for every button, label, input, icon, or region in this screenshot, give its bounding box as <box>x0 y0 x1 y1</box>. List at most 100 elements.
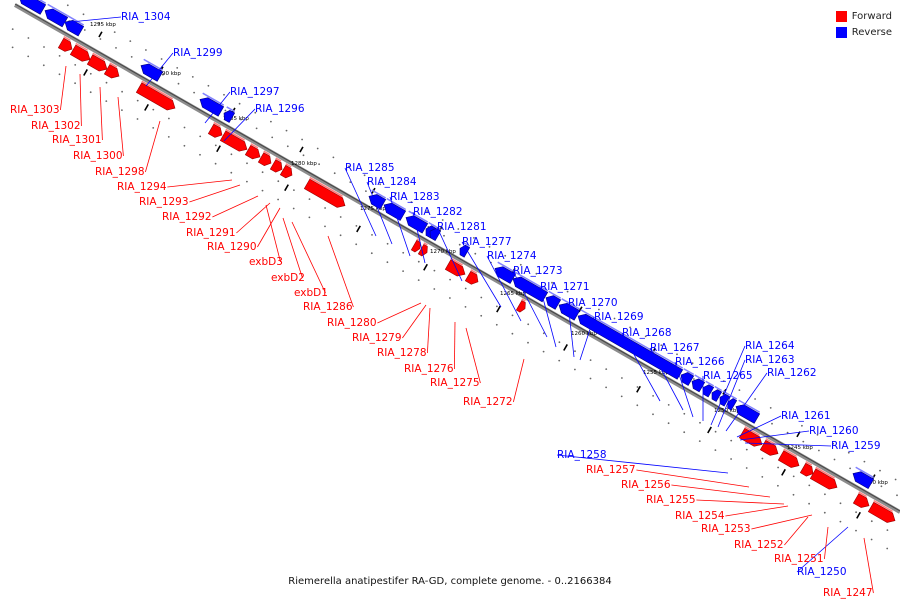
scale-dot <box>880 485 883 488</box>
scale-dot <box>761 476 764 478</box>
scale-dot <box>223 93 225 96</box>
scale-dot <box>162 73 164 76</box>
forward-gene-label: RIA_1257 <box>586 464 636 476</box>
forward-leader-line <box>725 505 789 517</box>
reverse-gene-label: RIA_1262 <box>767 367 817 379</box>
scale-dot <box>464 287 467 290</box>
reverse-gene-highlight <box>683 368 695 376</box>
scale-dot <box>214 162 217 165</box>
forward-gene-highlight <box>805 461 813 466</box>
scale-dot <box>318 163 320 166</box>
reverse-gene-label: RIA_1259 <box>831 440 881 452</box>
scale-dot <box>598 308 600 311</box>
forward-leader-line <box>99 86 103 141</box>
scale-dot <box>348 165 350 168</box>
tick-label: 1260 kbp <box>571 331 597 337</box>
scale-dot <box>177 82 180 85</box>
reverse-gene-highlight <box>47 3 69 17</box>
scale-dot <box>129 40 132 42</box>
tick-label: 1290 kbp <box>155 71 181 77</box>
forward-gene-highlight <box>250 143 259 149</box>
scale-dot <box>152 108 155 111</box>
scale-dot <box>629 326 631 329</box>
legend-reverse-label: Reverse <box>851 26 892 38</box>
scale-dot <box>270 120 272 123</box>
forward-gene <box>464 270 479 285</box>
forward-gene-highlight <box>783 448 797 458</box>
scale-dot <box>433 288 436 290</box>
scale-dot <box>707 371 710 374</box>
forward-gene <box>269 159 283 173</box>
reverse-gene <box>545 295 562 310</box>
tick-mark <box>299 146 304 153</box>
tick-label: 1285 kbp <box>223 116 249 122</box>
forward-gene <box>103 64 120 79</box>
forward-gene-label: RIA_1292 <box>162 211 212 223</box>
scale-dot <box>693 378 695 380</box>
scale-dot <box>589 377 592 380</box>
reverse-gene <box>852 471 875 490</box>
reverse-leader-line <box>204 91 231 124</box>
scale-dot <box>371 234 373 236</box>
scale-dot <box>98 22 100 25</box>
reverse-leader-line <box>389 196 411 257</box>
scale-dot <box>698 440 701 442</box>
reverse-gene-highlight <box>738 399 761 413</box>
tick-mark <box>636 385 641 393</box>
scale-dot <box>271 136 274 139</box>
forward-gene <box>86 54 108 72</box>
scale-dot <box>458 243 461 246</box>
reverse-gene-highlight <box>580 309 684 369</box>
reverse-gene-label: RIA_1264 <box>745 340 795 352</box>
forward-gene-label: RIA_1276 <box>404 363 454 375</box>
scale-dot <box>535 272 538 275</box>
scale-dot <box>370 252 373 255</box>
scale-dot <box>365 190 367 193</box>
reverse-leader-line <box>366 181 393 245</box>
scale-dot <box>847 451 850 454</box>
tick-label: 1265 kbp <box>500 291 526 297</box>
scale-dot <box>449 297 451 299</box>
scale-dot <box>402 251 405 254</box>
scale-dot <box>433 269 436 272</box>
scale-dot <box>738 389 741 391</box>
reverse-leader-line <box>739 430 810 441</box>
reverse-leader-line <box>223 108 256 142</box>
scale-dot <box>808 484 811 487</box>
forward-gene <box>257 152 272 167</box>
forward-gene-label: RIA_1252 <box>734 539 784 551</box>
forward-gene-highlight <box>765 438 776 446</box>
forward-gene-highlight <box>225 128 245 141</box>
scale-dot <box>582 299 585 302</box>
forward-leader-line <box>212 195 259 218</box>
forward-gene-label: RIA_1286 <box>303 301 353 313</box>
scale-dot <box>449 278 451 281</box>
forward-gene-label: RIA_1301 <box>52 134 102 146</box>
tick-label: 1240 kbp <box>862 480 888 486</box>
tick-mark <box>144 103 149 111</box>
forward-gene <box>515 300 526 313</box>
scale-dot <box>761 457 764 460</box>
scale-dot <box>254 111 257 114</box>
reverse-gene-label: RIA_1296 <box>255 103 305 115</box>
forward-gene-highlight <box>858 491 867 498</box>
reverse-gene-highlight <box>67 15 85 26</box>
forward-gene-label: exbD3 <box>249 256 283 268</box>
scale-dot <box>66 4 69 7</box>
reverse-gene <box>140 63 164 82</box>
reverse-gene <box>19 0 47 15</box>
forward-gene-highlight <box>815 466 835 479</box>
genome-backbone <box>14 3 900 514</box>
forward-gene <box>809 468 838 490</box>
scale-dot <box>769 407 772 409</box>
scale-dot <box>613 317 616 320</box>
reverse-gene <box>735 404 761 424</box>
scale-dot <box>293 189 295 192</box>
forward-gene-highlight <box>75 42 88 51</box>
scale-dot <box>11 28 14 30</box>
forward-gene-highlight <box>521 298 526 302</box>
scale-dot <box>896 494 898 497</box>
tick-mark <box>284 184 289 192</box>
scale-dot <box>316 147 319 150</box>
scale-dot <box>488 246 491 248</box>
